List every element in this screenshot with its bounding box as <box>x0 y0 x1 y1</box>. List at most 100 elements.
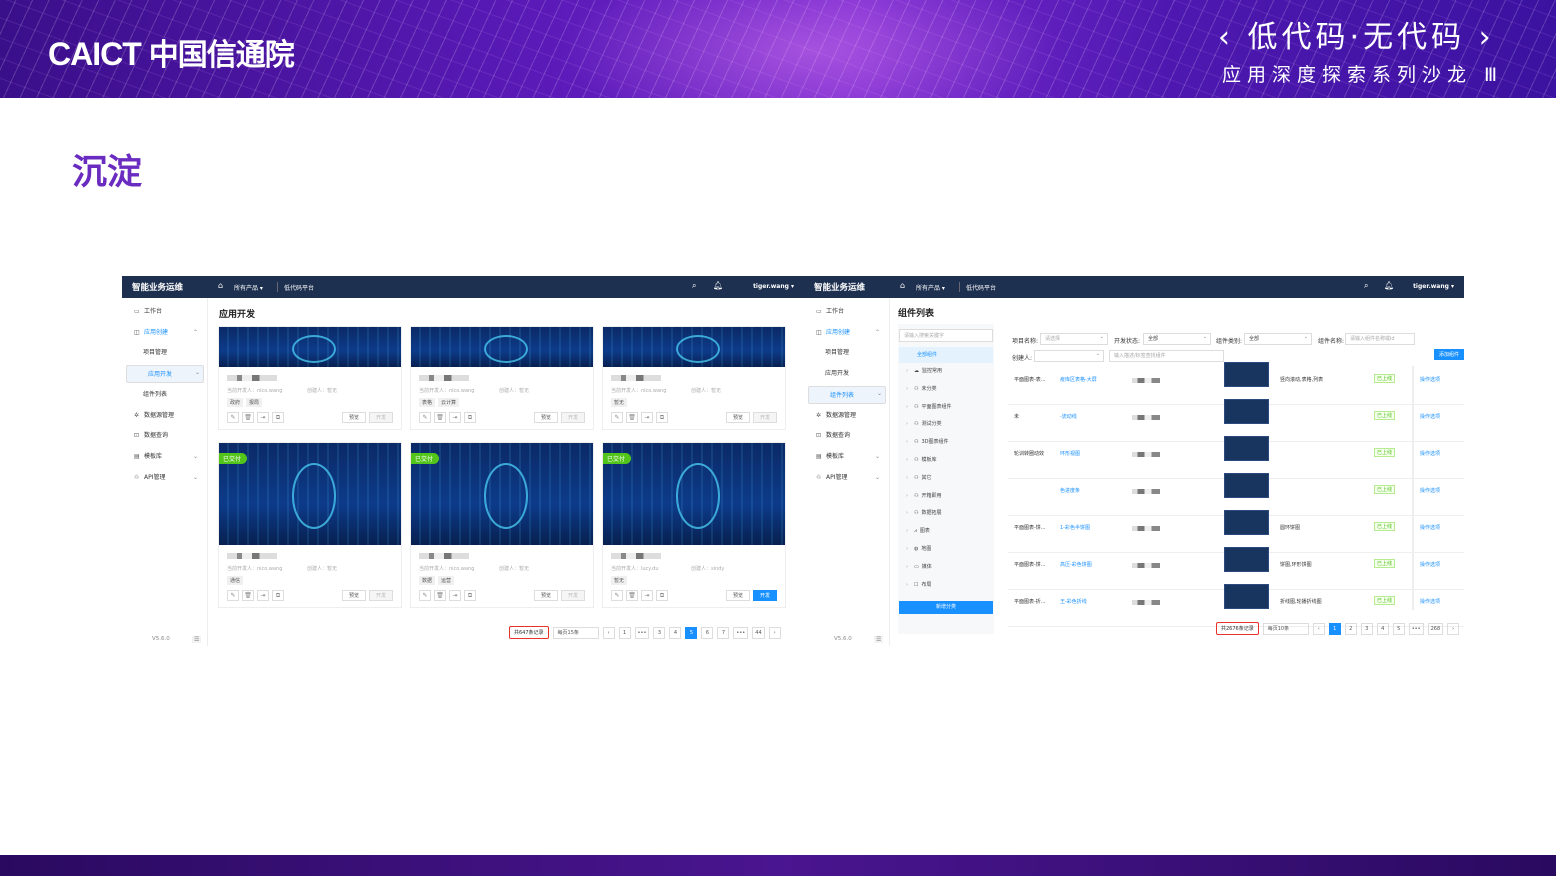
component-name-link[interactable]: -流动线 <box>1060 414 1077 420</box>
card-thumbnail[interactable]: 已交付 <box>603 443 785 545</box>
expand-arrow-icon[interactable]: › <box>906 492 908 499</box>
expand-arrow-icon[interactable]: › <box>906 403 908 410</box>
card-thumbnail[interactable]: 已交付 <box>411 443 593 545</box>
page-button[interactable]: 2 <box>1344 622 1357 635</box>
page-button[interactable]: 3 <box>653 626 666 639</box>
develop-button[interactable]: 开发 <box>752 412 777 423</box>
page-button[interactable]: ••• <box>733 626 749 639</box>
user-menu[interactable]: tiger.wang ▾ <box>753 283 794 290</box>
category-item[interactable]: › ⚇ 平面图表组件 <box>898 399 994 417</box>
name-input[interactable]: 请输入组件名称或id <box>1345 333 1415 345</box>
develop-button[interactable]: 开发 <box>368 412 393 423</box>
develop-button[interactable]: 开发 <box>560 412 585 423</box>
component-thumbnail[interactable] <box>1224 584 1269 609</box>
sidebar-item[interactable]: ✲ 数据源管理 <box>122 407 206 425</box>
search-icon[interactable]: ⌕ <box>692 281 697 290</box>
page-button[interactable]: 4 <box>1376 622 1389 635</box>
bell-icon[interactable]: 🔔︎ <box>1384 281 1395 290</box>
user-menu[interactable]: tiger.wang ▾ <box>1413 283 1454 290</box>
sidebar-item[interactable]: ▭ 工作台 <box>804 303 888 321</box>
chevron-down-icon[interactable]: ⌄ <box>874 452 880 460</box>
collapse-sidebar-icon[interactable]: ☰ <box>874 636 884 643</box>
chevron-up-icon[interactable]: ⌃ <box>874 328 880 336</box>
page-button[interactable]: ••• <box>634 626 650 639</box>
page-size-select[interactable]: 每页15条 <box>552 626 599 639</box>
page-button[interactable]: 1 <box>618 626 631 639</box>
operation-link[interactable]: 操作选项 <box>1420 377 1441 383</box>
sidebar-item[interactable]: 组件列表 <box>808 385 886 404</box>
sidebar-item[interactable]: 应用开发 <box>126 364 204 384</box>
preview-button[interactable]: 预览 <box>533 590 558 601</box>
home-icon[interactable]: ⌂ <box>218 281 224 290</box>
delete-icon[interactable]: 🗑︎ <box>434 412 446 423</box>
preview-button[interactable]: 预览 <box>341 590 366 601</box>
component-name-link[interactable]: 色进度条 <box>1060 488 1081 494</box>
category-item[interactable]: › ⩘ 图表 <box>898 523 994 541</box>
sidebar-item[interactable]: 项目管理 <box>804 344 888 362</box>
page-button[interactable]: 5 <box>1392 622 1405 635</box>
expand-arrow-icon[interactable]: › <box>906 563 908 570</box>
edit-icon[interactable]: ✎ <box>419 412 431 423</box>
operation-link[interactable]: 操作选项 <box>1420 525 1441 531</box>
expand-arrow-icon[interactable]: › <box>906 368 908 374</box>
component-thumbnail[interactable] <box>1224 473 1269 498</box>
home-icon[interactable]: ⌂ <box>900 281 906 290</box>
delete-icon[interactable]: 🗑︎ <box>242 590 254 601</box>
operation-link[interactable]: 操作选项 <box>1420 488 1441 494</box>
category-item[interactable]: › ▭ 媒体 <box>898 559 994 577</box>
preview-button[interactable]: 预览 <box>725 412 750 423</box>
preview-button[interactable]: 预览 <box>725 590 750 601</box>
card-thumbnail[interactable] <box>219 327 401 367</box>
chevron-down-icon[interactable]: ⌄ <box>874 473 880 481</box>
description-search-input[interactable]: 输入描述/标签查找组件 <box>1109 350 1224 362</box>
operation-link[interactable]: 操作选项 <box>1420 451 1441 457</box>
sidebar-item[interactable]: ♲ API管理 ⌄ <box>122 469 206 487</box>
app-card[interactable]: 已交付 当前开发人：nico.wang 创建人：暂无 数据 运营 ✎ 🗑︎ ⇥ ⧉ 预览 开发 <box>410 442 594 608</box>
app-card[interactable]: 当前开发人：nico.wang 创建人：暂无 政府 报局 ✎ 🗑︎ ⇥ ⧉ 预览 开发 <box>218 326 402 430</box>
category-item[interactable]: › ⚇ 数据拓展 <box>898 505 994 523</box>
brand-title[interactable]: 智能业务运维 <box>814 283 866 293</box>
component-name-link[interactable]: 环形视图 <box>1060 451 1081 457</box>
platform-link[interactable]: 低代码平台 <box>966 285 997 292</box>
category-item[interactable]: › ⚇ 开箱即用 <box>898 488 994 506</box>
expand-arrow-icon[interactable]: › <box>906 439 908 446</box>
page-button[interactable]: 3 <box>1360 622 1373 635</box>
category-item[interactable]: › ⚇ 测试分类 <box>898 416 994 434</box>
category-item[interactable]: › ☁ 监控常用 <box>898 363 994 381</box>
card-thumbnail[interactable] <box>603 327 785 367</box>
category-item[interactable]: › ⚇ 其它 <box>898 470 994 488</box>
product-menu[interactable]: 所有产品 ▾ <box>916 285 945 292</box>
preview-button[interactable]: 预览 <box>533 412 558 423</box>
project-select[interactable]: 请选择 <box>1040 332 1108 345</box>
expand-arrow-icon[interactable]: › <box>906 421 908 428</box>
app-card[interactable]: 当前开发人：nico.wang 创建人：暂无 表格 云计算 ✎ 🗑︎ ⇥ ⧉ 预览 开发 <box>410 326 594 430</box>
expand-arrow-icon[interactable]: › <box>906 528 908 535</box>
page-button[interactable]: 7 <box>717 626 730 639</box>
page-size-select[interactable]: 每页10条 <box>1262 622 1309 635</box>
chevron-up-icon[interactable]: ⌃ <box>192 328 198 336</box>
edit-icon[interactable]: ✎ <box>611 590 623 601</box>
component-thumbnail[interactable] <box>1224 362 1269 387</box>
sidebar-item[interactable]: 组件列表 <box>122 386 206 404</box>
category-item[interactable]: › ⚇ 未分类 <box>898 381 994 399</box>
operation-link[interactable]: 操作选项 <box>1420 414 1441 420</box>
sidebar-item[interactable]: ▭ 工作台 <box>122 303 206 321</box>
sidebar-item[interactable]: ▤ 模板库 ⌄ <box>122 448 206 466</box>
category-item[interactable]: › ⚇ 3D图表组件 <box>898 434 994 452</box>
sidebar-item[interactable]: ✲ 数据源管理 <box>804 407 888 425</box>
component-name-link[interactable]: 1-彩色半饼图 <box>1060 525 1090 531</box>
operation-link[interactable]: 操作选项 <box>1420 599 1441 605</box>
category-search-input[interactable]: 请输入搜索关键字 <box>899 329 993 342</box>
export-icon[interactable]: ⇥ <box>641 412 653 423</box>
delete-icon[interactable]: 🗑︎ <box>626 412 638 423</box>
page-button[interactable]: 5 <box>685 626 698 639</box>
edit-icon[interactable]: ✎ <box>227 590 239 601</box>
card-thumbnail[interactable] <box>411 327 593 367</box>
develop-button[interactable]: 开发 <box>560 590 585 601</box>
page-button[interactable]: 1 <box>1328 622 1341 635</box>
add-component-button[interactable]: 添加组件 <box>1433 349 1464 360</box>
product-menu[interactable]: 所有产品 ▾ <box>234 285 263 292</box>
platform-link[interactable]: 低代码平台 <box>284 285 315 292</box>
sidebar-item[interactable]: 应用开发 <box>804 365 888 383</box>
export-icon[interactable]: ⇥ <box>257 412 269 423</box>
